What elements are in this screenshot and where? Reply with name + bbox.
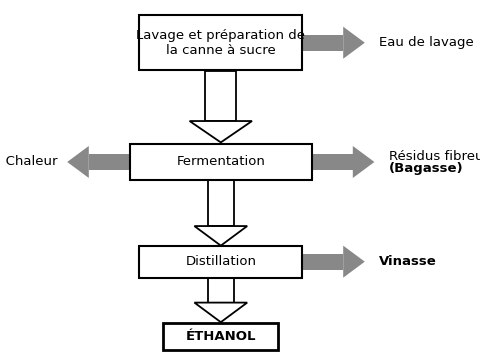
FancyBboxPatch shape <box>302 35 343 51</box>
FancyBboxPatch shape <box>205 71 236 121</box>
Text: CO₂ + Chaleur: CO₂ + Chaleur <box>0 156 58 168</box>
Text: Vinasse: Vinasse <box>379 255 437 268</box>
FancyBboxPatch shape <box>163 323 278 350</box>
Polygon shape <box>353 146 374 178</box>
Text: Eau de lavage: Eau de lavage <box>379 36 474 49</box>
FancyBboxPatch shape <box>207 278 234 303</box>
Text: Lavage et préparation de
la canne à sucre: Lavage et préparation de la canne à sucr… <box>136 29 305 57</box>
FancyBboxPatch shape <box>207 180 234 226</box>
Text: Fermentation: Fermentation <box>176 156 265 168</box>
Text: Distillation: Distillation <box>185 255 256 268</box>
FancyBboxPatch shape <box>130 144 312 180</box>
FancyBboxPatch shape <box>89 154 130 170</box>
Polygon shape <box>343 246 365 278</box>
Text: (Bagasse): (Bagasse) <box>389 162 463 175</box>
Polygon shape <box>343 27 365 59</box>
Polygon shape <box>190 121 252 142</box>
FancyBboxPatch shape <box>139 15 302 70</box>
FancyBboxPatch shape <box>139 246 302 278</box>
Polygon shape <box>67 146 89 178</box>
Text: ÉTHANOL: ÉTHANOL <box>186 330 256 343</box>
FancyBboxPatch shape <box>302 253 343 270</box>
Polygon shape <box>194 226 247 246</box>
Polygon shape <box>194 303 247 322</box>
FancyBboxPatch shape <box>312 154 353 170</box>
Text: Résidus fibreux: Résidus fibreux <box>389 151 480 163</box>
